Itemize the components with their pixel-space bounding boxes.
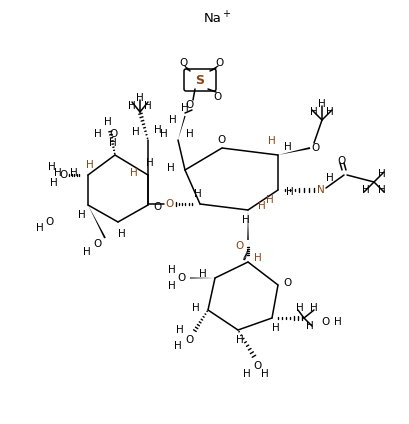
Text: H: H [154,125,162,135]
Text: H: H [266,195,274,205]
Polygon shape [190,277,215,279]
Text: H: H [146,158,154,168]
Text: H: H [272,323,280,333]
Text: H: H [48,162,56,172]
Text: Na: Na [204,11,222,25]
Text: H: H [176,325,184,335]
Text: H: H [94,129,102,139]
Text: H: H [174,341,182,351]
Text: H: H [286,187,294,197]
Text: H: H [236,335,244,345]
Text: O: O [186,335,194,345]
Text: H: H [268,136,276,146]
Text: O: O [165,199,173,209]
Text: H: H [284,142,292,152]
Text: H: H [128,101,136,111]
Text: H: H [50,178,58,188]
Text: O: O [284,278,292,288]
Text: O: O [322,317,330,327]
Text: H: H [130,168,138,178]
Text: H: H [199,269,207,279]
Text: H: H [296,303,304,313]
Text: O: O [46,217,54,227]
Text: H: H [192,303,200,313]
Text: H: H [186,129,194,139]
Text: H: H [168,265,176,275]
Text: H: H [378,185,386,195]
Text: H: H [181,103,189,113]
Text: H: H [306,321,314,331]
Text: H: H [194,189,202,199]
Text: H: H [118,229,126,239]
Text: H: H [54,168,62,178]
Text: H: H [78,210,86,220]
Text: O: O [93,239,101,249]
Text: H: H [83,247,91,257]
Text: O: O [338,156,346,166]
Text: O: O [253,361,261,371]
Text: H: H [310,303,318,313]
Text: O: O [60,170,68,180]
Text: H: H [258,201,266,211]
Polygon shape [88,205,106,238]
Text: H: H [136,93,144,103]
Text: O: O [110,129,118,139]
Text: O: O [312,143,320,153]
Text: O: O [154,202,162,212]
Text: H: H [261,369,269,379]
Text: H: H [243,369,251,379]
Text: H: H [70,168,78,178]
Text: H: H [310,107,318,117]
Text: H: H [326,107,334,117]
Text: H: H [362,185,370,195]
Text: O: O [216,58,224,68]
Text: H: H [144,101,152,111]
Text: H: H [378,169,386,179]
Text: H: H [254,253,262,263]
Text: O: O [179,58,187,68]
Polygon shape [178,116,186,140]
Polygon shape [247,210,249,240]
Text: H: H [86,160,94,170]
Text: O: O [178,273,186,283]
Text: N: N [317,185,325,195]
Text: O: O [236,241,244,251]
Polygon shape [278,147,310,155]
Text: S: S [196,73,204,86]
Text: H: H [334,317,342,327]
Text: H: H [326,173,334,183]
Text: H: H [36,223,44,233]
Text: H: H [160,129,168,139]
Text: H: H [242,215,250,225]
Text: H: H [132,127,140,137]
Text: O: O [218,135,226,145]
Text: H: H [168,281,176,291]
Text: +: + [222,9,230,19]
Text: H: H [104,117,112,127]
Text: H: H [318,99,326,109]
Text: H: H [169,115,177,125]
Text: O: O [214,92,222,102]
Text: H: H [109,138,117,148]
Text: O: O [186,100,194,110]
Text: H: H [167,163,175,173]
